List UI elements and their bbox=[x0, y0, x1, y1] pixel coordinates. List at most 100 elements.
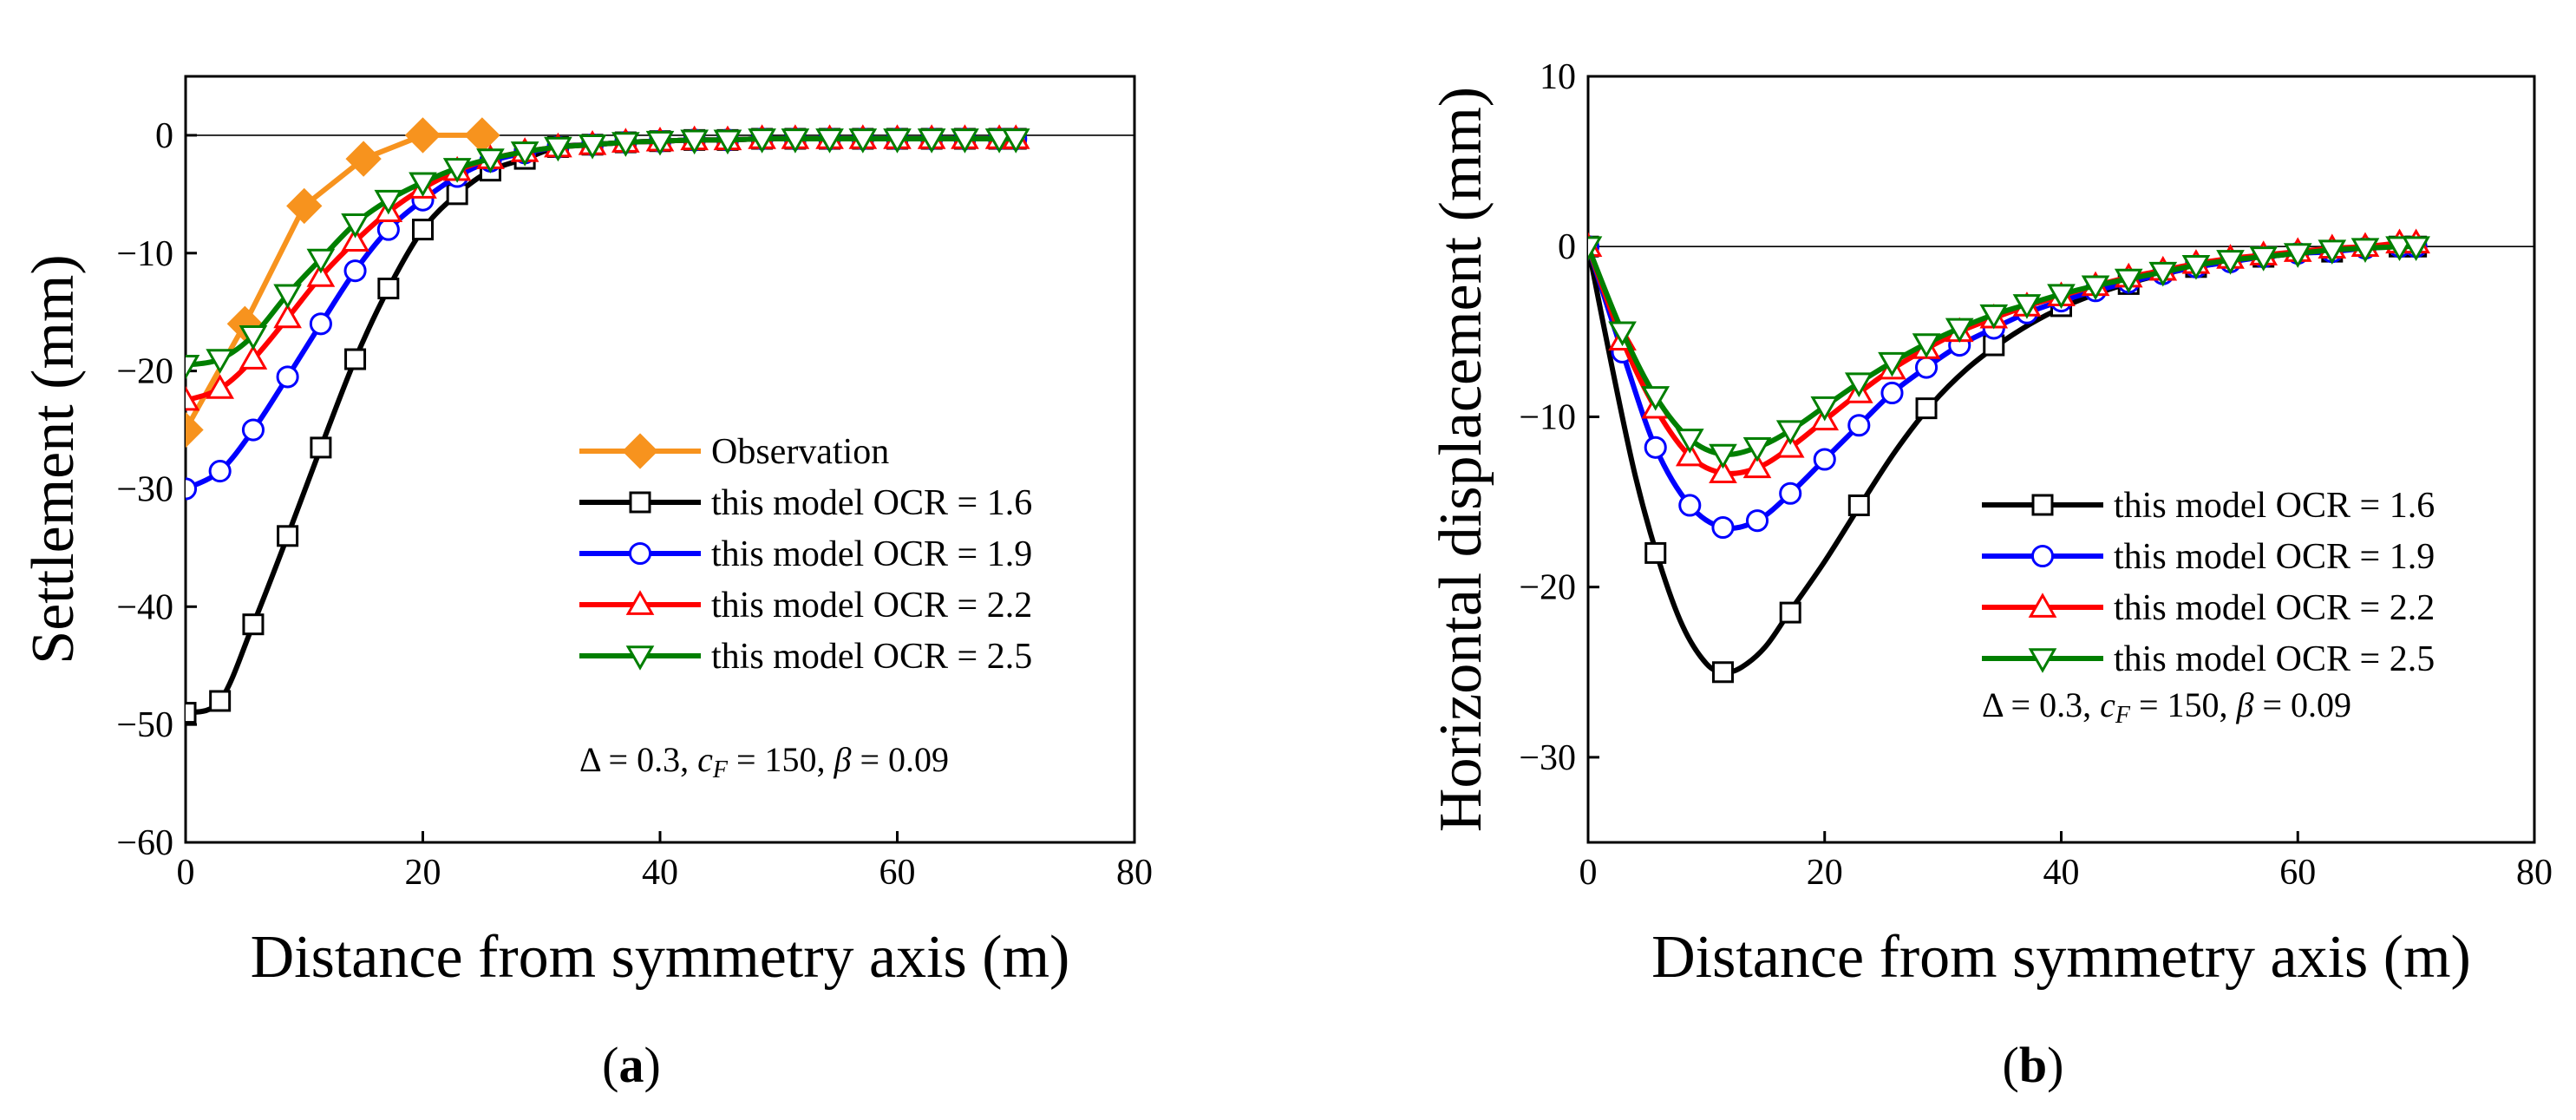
legend-label: this model OCR = 1.9 bbox=[2114, 537, 2435, 577]
data-point bbox=[951, 128, 979, 154]
data-point bbox=[239, 325, 268, 350]
data-point bbox=[917, 128, 946, 154]
legend-marker bbox=[2028, 593, 2057, 618]
plot-frame bbox=[184, 75, 1136, 844]
legend-marker bbox=[625, 645, 655, 671]
data-point bbox=[309, 312, 332, 336]
parameter-annotation: Δ = 0.3, cF = 150, β = 0.09 bbox=[1982, 685, 2351, 729]
caption-letter: b bbox=[2019, 1037, 2047, 1093]
data-point bbox=[1779, 481, 1802, 505]
data-point bbox=[1608, 321, 1637, 347]
data-point bbox=[186, 411, 204, 449]
data-point bbox=[2081, 275, 2110, 301]
data-point bbox=[277, 525, 299, 547]
x-tick-label: 80 bbox=[2516, 853, 2553, 893]
data-point bbox=[578, 134, 607, 160]
data-point bbox=[713, 129, 742, 155]
data-point bbox=[2402, 236, 2430, 261]
annotation-mid: = 150, bbox=[728, 740, 834, 779]
data-point bbox=[273, 284, 302, 310]
legend-label: this model OCR = 2.5 bbox=[2114, 639, 2435, 679]
data-point bbox=[1880, 381, 1904, 405]
legend-label: Observation bbox=[711, 432, 889, 472]
data-point bbox=[310, 436, 332, 459]
data-point bbox=[2012, 294, 2042, 319]
caption-letter: a bbox=[619, 1037, 644, 1093]
annotation-mid: = 150, bbox=[2130, 685, 2237, 724]
data-point bbox=[186, 355, 200, 380]
data-point bbox=[208, 460, 232, 483]
data-point bbox=[1914, 356, 1939, 379]
data-point bbox=[2318, 239, 2347, 265]
data-point bbox=[1847, 414, 1871, 437]
caption-close-paren: ) bbox=[2047, 1037, 2063, 1093]
data-point bbox=[1945, 318, 1974, 344]
data-point bbox=[306, 248, 336, 274]
data-point bbox=[206, 349, 234, 374]
series-this-model-ocr-2-2 bbox=[1588, 228, 2430, 484]
x-tick-label: 80 bbox=[1116, 853, 1153, 893]
data-point bbox=[239, 344, 268, 370]
y-tick-label: −40 bbox=[116, 587, 173, 627]
data-point bbox=[209, 690, 232, 712]
data-point bbox=[1588, 236, 1603, 261]
data-point bbox=[680, 129, 709, 155]
data-point bbox=[984, 128, 1014, 154]
x-tick-label: 60 bbox=[2279, 853, 2316, 893]
data-point bbox=[1709, 458, 1737, 484]
series-observation bbox=[186, 117, 500, 449]
legend-label: this model OCR = 2.2 bbox=[2114, 588, 2435, 628]
data-point bbox=[1813, 448, 1836, 471]
data-point bbox=[1709, 443, 1737, 469]
parameter-annotation: Δ = 0.3, cF = 150, β = 0.09 bbox=[579, 740, 949, 783]
data-point bbox=[186, 385, 200, 411]
data-point bbox=[1775, 432, 1805, 458]
legend-label: this model OCR = 1.9 bbox=[711, 534, 1032, 574]
chart-panel-a: 0 20 40 60 80 0 −10 −20 −30 −40 −50 −60 Distance fro… bbox=[20, 75, 1153, 1093]
data-point bbox=[286, 187, 323, 225]
y-tick-label: 0 bbox=[1558, 227, 1576, 267]
data-point bbox=[510, 141, 539, 167]
data-point bbox=[1779, 601, 1801, 624]
data-point bbox=[242, 613, 265, 636]
x-tick-label: 20 bbox=[405, 853, 441, 893]
data-point bbox=[306, 262, 336, 287]
data-point bbox=[376, 218, 400, 241]
x-axis-label: Distance from symmetry axis (m) bbox=[1651, 924, 2471, 991]
data-point bbox=[1644, 541, 1667, 564]
x-tick-label: 0 bbox=[177, 853, 195, 893]
data-point bbox=[1644, 436, 1667, 459]
y-axis-label: Settlement (mm) bbox=[20, 254, 87, 664]
data-point bbox=[1742, 436, 1772, 462]
data-point bbox=[1878, 351, 1906, 377]
data-point bbox=[476, 148, 505, 174]
annotation-csub: F bbox=[712, 756, 729, 783]
y-tick-label: −30 bbox=[1519, 738, 1576, 778]
annotation-cvar: c bbox=[697, 740, 713, 779]
data-point bbox=[2249, 246, 2279, 272]
data-point bbox=[883, 128, 912, 154]
x-axis-label: Distance from symmetry axis (m) bbox=[251, 924, 1070, 991]
series-line bbox=[1588, 240, 2416, 476]
annotation-cvar: c bbox=[2100, 685, 2115, 724]
data-point bbox=[2385, 236, 2414, 261]
data-point bbox=[1775, 420, 1805, 445]
data-point bbox=[1912, 333, 1941, 358]
data-point bbox=[186, 702, 197, 724]
data-point bbox=[2047, 284, 2076, 309]
data-point bbox=[464, 117, 500, 154]
legend-marker bbox=[625, 590, 655, 615]
data-point bbox=[206, 374, 234, 399]
data-point bbox=[276, 365, 299, 389]
y-axis-label: Horizontal displacement (mm) bbox=[1428, 87, 1494, 832]
data-point bbox=[404, 117, 441, 154]
data-point bbox=[1001, 128, 1030, 154]
data-point bbox=[377, 278, 400, 300]
data-point bbox=[1844, 372, 1873, 397]
data-point bbox=[2148, 261, 2178, 287]
data-point bbox=[2114, 268, 2143, 294]
series-line bbox=[186, 135, 1017, 492]
caption-open-paren: ( bbox=[602, 1037, 618, 1093]
data-point bbox=[1915, 397, 1938, 420]
data-point bbox=[645, 130, 675, 156]
